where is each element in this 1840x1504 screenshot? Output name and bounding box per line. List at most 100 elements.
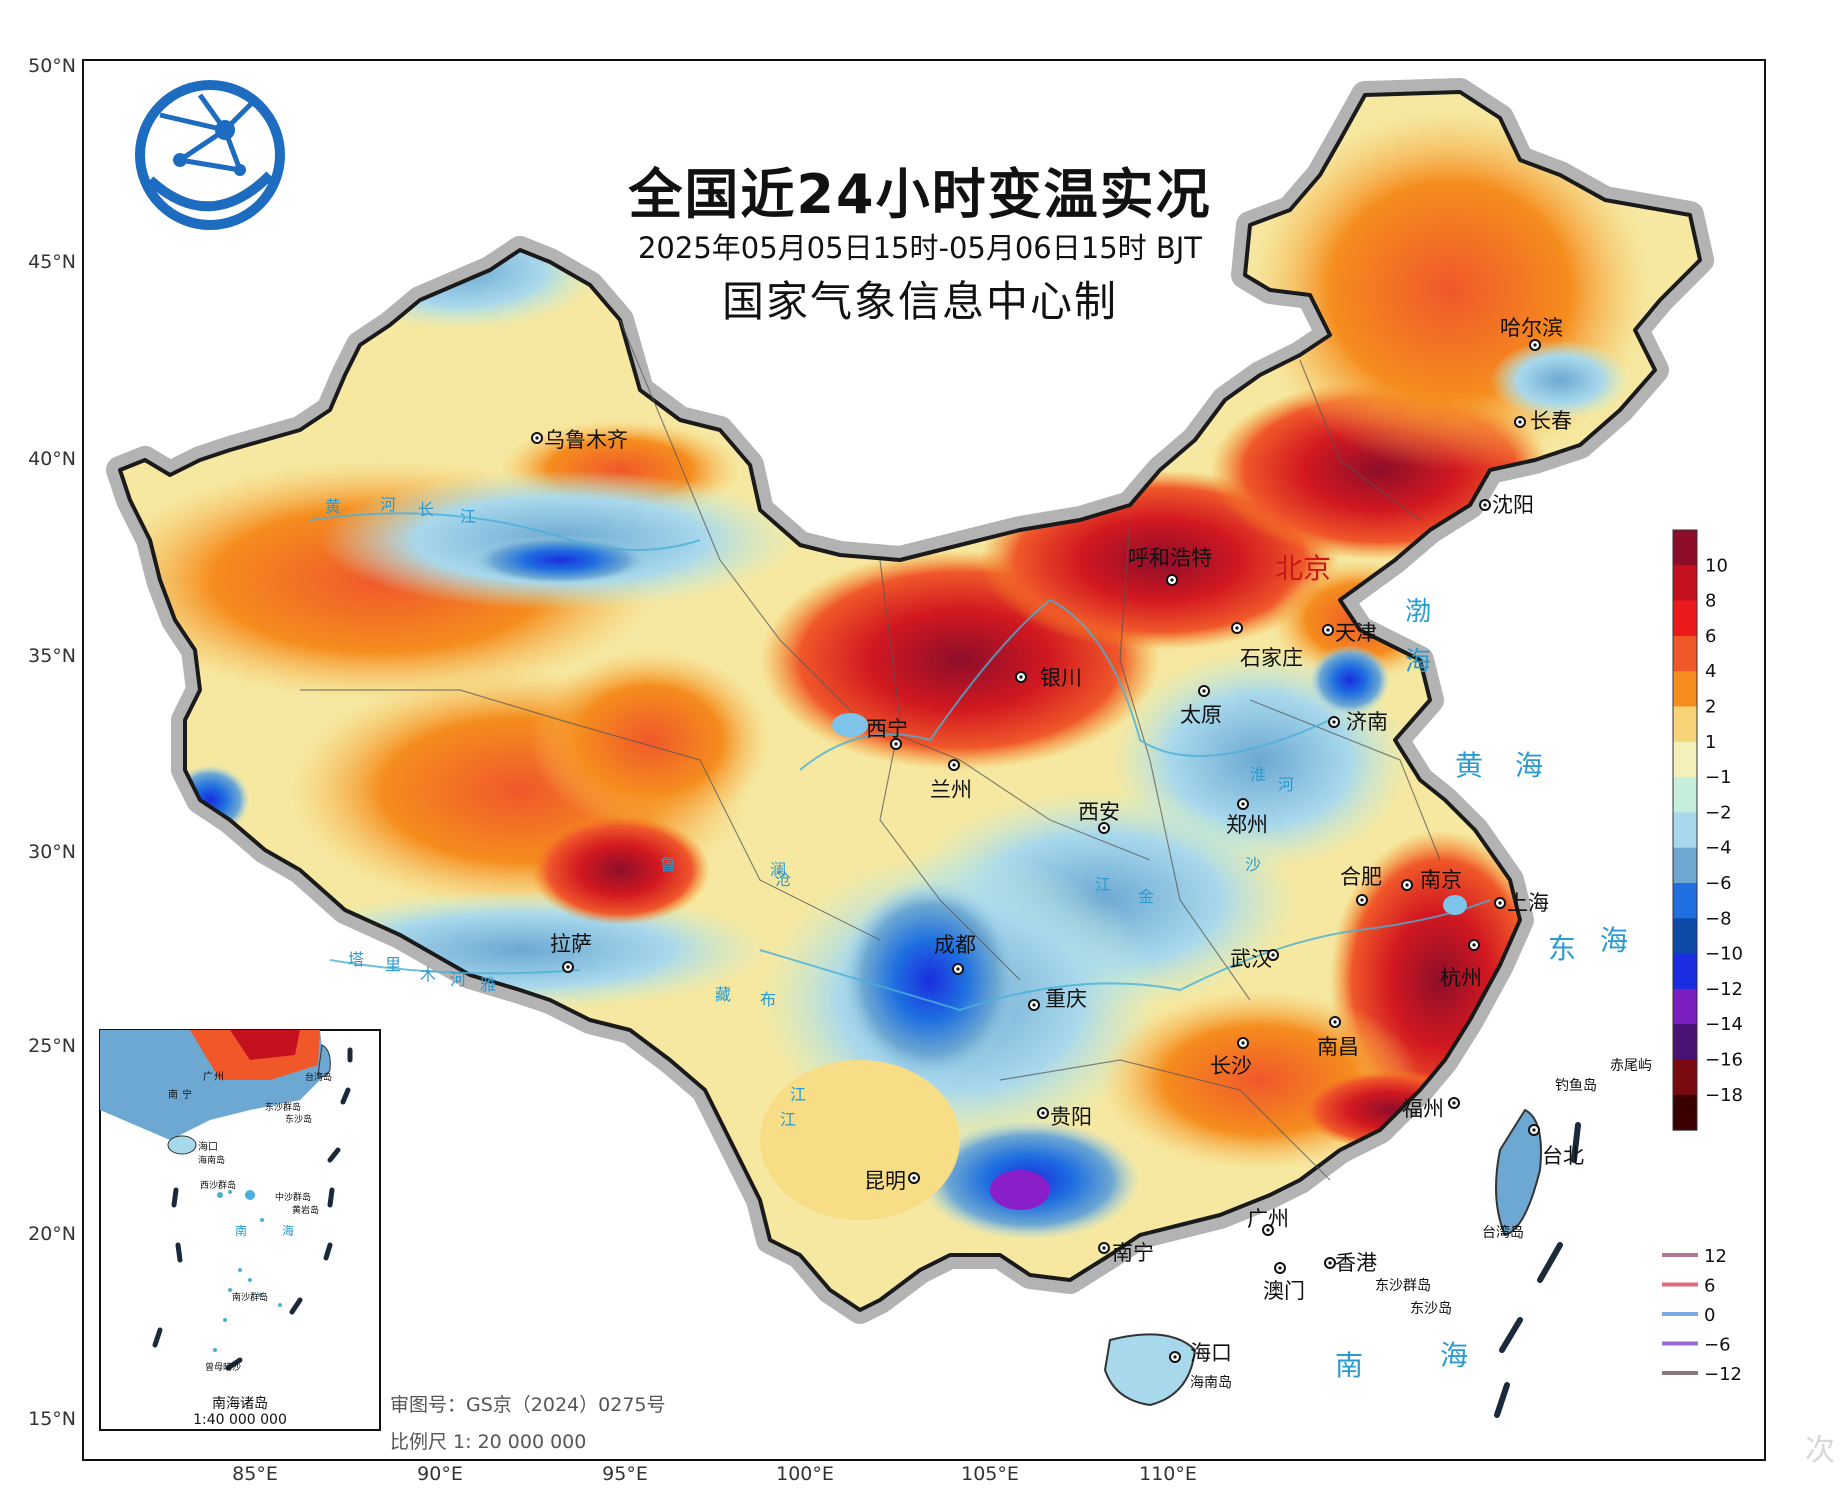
inset-scale: 1:40 000 000 (193, 1412, 287, 1428)
city-label: 广州 (1247, 1207, 1289, 1231)
city-label: 台北 (1542, 1144, 1584, 1168)
city-dot-center (1498, 901, 1502, 905)
city-label: 昆明 (864, 1169, 906, 1193)
island-label: 台湾岛 (1482, 1224, 1524, 1241)
city-label: 沈阳 (1492, 493, 1534, 517)
legend-color-swatch (1673, 847, 1697, 884)
city-dot-center (1032, 1003, 1036, 1007)
inset-label: 广 (203, 1071, 213, 1083)
city-dot-center (1278, 1266, 1282, 1270)
river-label: 澜 (770, 860, 786, 879)
city-label: 南京 (1420, 868, 1462, 892)
legend-color-swatch (1673, 741, 1697, 778)
island-label: 东沙群岛 (1375, 1278, 1431, 1294)
city-dot-center (1019, 675, 1023, 679)
river-label: 鲁 (660, 855, 676, 874)
taihu-lake (1443, 895, 1467, 915)
sea-label: 海 (1440, 1339, 1468, 1372)
legend-line-value: −12 (1704, 1364, 1742, 1385)
inset-label: 海口 (198, 1140, 218, 1153)
latitude-label: 35°N (28, 645, 76, 667)
inset-label: 海 (282, 1223, 294, 1238)
river-label: 长 (418, 500, 434, 519)
city-dot-center (1532, 1128, 1536, 1132)
city-dot-center (1405, 883, 1409, 887)
island-label: 东沙岛 (1410, 1301, 1452, 1317)
river-label: 江 (790, 1085, 806, 1104)
legend-color-swatch (1673, 1094, 1697, 1131)
river-label: 布 (760, 990, 776, 1009)
city-label: 西安 (1078, 800, 1120, 824)
city-dot-center (1102, 1246, 1106, 1250)
river-label: 黄 (325, 497, 341, 516)
legend-color-swatch (1673, 706, 1697, 743)
legend-value: −14 (1705, 1014, 1743, 1035)
river-label: 金 (1138, 887, 1154, 906)
city-label: 乌鲁木齐 (544, 428, 628, 452)
city-label: 太原 (1180, 703, 1222, 727)
city-dot-center (1271, 953, 1275, 957)
city-label: 济南 (1346, 710, 1388, 734)
city-dot-center (1452, 1101, 1456, 1105)
longitude-label: 95°E (602, 1463, 648, 1485)
inset-label: 曾母暗沙 (205, 1361, 241, 1373)
city-label: 郑州 (1226, 813, 1268, 837)
city-dot-center (912, 1176, 916, 1180)
legend-color-swatch (1673, 988, 1697, 1025)
city-dot-center (894, 742, 898, 746)
city-label: 成都 (934, 933, 976, 957)
city-label: 澳门 (1263, 1279, 1305, 1303)
river-label: 里 (385, 955, 401, 974)
legend-color-swatch (1673, 953, 1697, 990)
legend-color-swatch (1673, 812, 1697, 849)
city-dot-center (1472, 943, 1476, 947)
city-label: 福州 (1402, 1097, 1444, 1121)
latitude-label: 40°N (28, 448, 76, 470)
legend-value: −1 (1705, 767, 1732, 788)
longitude-label: 90°E (417, 1463, 463, 1485)
latitude-labels: 50°N 45°N 40°N 35°N 30°N 25°N 20°N 15°N (28, 55, 76, 1430)
qinghai-lake (832, 713, 868, 737)
inset-label: 州 (214, 1071, 224, 1083)
longitude-labels: 85°E 90°E 95°E 100°E 105°E 110°E (232, 1463, 1197, 1485)
map-scale: 比例尺 1: 20 000 000 (390, 1431, 587, 1453)
city-dot-center (1518, 420, 1522, 424)
south-china-sea-inset: 南宁广州台湾岛东沙群岛东沙岛海口海南岛西沙群岛中沙群岛黄岩岛南 海南沙群岛曾母暗沙 (99, 1029, 381, 1431)
sea-label: 南 (1335, 1349, 1363, 1382)
legend-value: 8 (1705, 591, 1716, 612)
city-label: 石家庄 (1240, 646, 1303, 670)
longitude-label: 100°E (776, 1463, 834, 1485)
legend-color-swatch (1673, 600, 1697, 637)
legend-value: −2 (1705, 802, 1732, 823)
city-label: 长沙 (1210, 1054, 1252, 1078)
river-label: 沙 (1245, 855, 1261, 874)
river-label: 塔 (348, 950, 364, 969)
city-label: 南宁 (1112, 1241, 1154, 1265)
legend-color-swatch (1673, 883, 1697, 919)
city-dot-center (1173, 1355, 1177, 1359)
city-dot-center (1241, 802, 1245, 806)
city-dot-center (1041, 1111, 1045, 1115)
city-dot-center (1483, 503, 1487, 507)
sea-label: 东 (1548, 932, 1576, 965)
city-label: 南昌 (1317, 1035, 1359, 1059)
globe-network-logo-icon (135, 80, 285, 230)
city-dot-center (1326, 628, 1330, 632)
legend-line-value: 12 (1704, 1246, 1727, 1267)
longitude-label: 105°E (961, 1463, 1019, 1485)
city-label: 长春 (1530, 409, 1572, 433)
legend-value: −18 (1705, 1085, 1743, 1106)
island-label: 海南岛 (1190, 1375, 1232, 1391)
inset-caption: 南海诸岛 (212, 1396, 268, 1412)
inset-label: 南沙群岛 (232, 1291, 268, 1303)
legend-line-value: −6 (1704, 1335, 1731, 1356)
sea-label: 海 (1515, 749, 1543, 782)
legend-value: −6 (1705, 873, 1732, 894)
legend-value: −12 (1705, 979, 1743, 1000)
city-label: 香港 (1335, 1251, 1377, 1275)
legend-value: −4 (1705, 838, 1732, 859)
river-label: 雅 (480, 975, 496, 994)
legend-value: −16 (1705, 1050, 1743, 1071)
